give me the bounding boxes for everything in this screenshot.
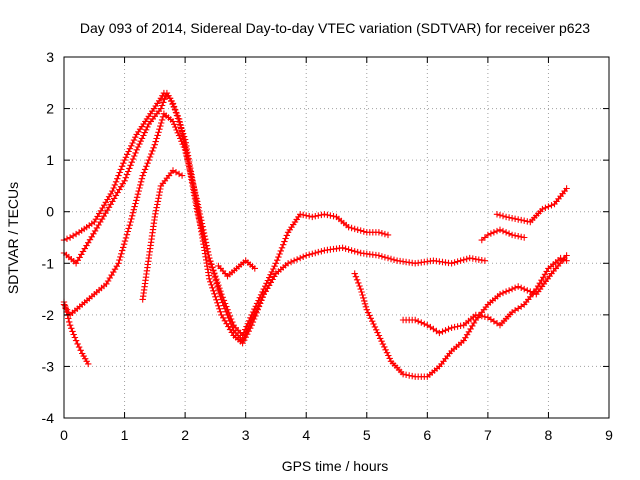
series-track-1 xyxy=(60,89,392,339)
x-tick-label: 1 xyxy=(121,427,129,443)
series-track-6 xyxy=(215,257,258,280)
x-axis-label: GPS time / hours xyxy=(282,458,389,474)
series-trace xyxy=(354,255,568,378)
series-markers xyxy=(493,185,570,226)
series-track-7 xyxy=(351,252,570,380)
x-tick-label: 0 xyxy=(60,427,68,443)
x-tick-label: 8 xyxy=(545,427,553,443)
y-tick-label: -1 xyxy=(42,255,55,271)
y-tick-label: 2 xyxy=(46,101,54,117)
x-tick-label: 2 xyxy=(181,427,189,443)
series-track-3 xyxy=(60,110,489,344)
series-trace xyxy=(63,112,486,342)
y-tick-label: -4 xyxy=(42,410,55,426)
y-tick-label: -2 xyxy=(42,307,55,323)
series-markers xyxy=(60,89,392,339)
y-tick-labels: -4 -3 -2 -1 0 1 2 3 xyxy=(42,49,55,426)
data-series xyxy=(60,89,570,380)
x-tick-label: 9 xyxy=(605,427,613,443)
x-tick-label: 4 xyxy=(302,427,310,443)
series-track-9 xyxy=(478,226,528,244)
series-markers xyxy=(351,252,570,380)
y-tick-label: 3 xyxy=(46,49,54,65)
x-tick-label: 3 xyxy=(242,427,250,443)
series-markers xyxy=(399,254,570,337)
x-tick-labels: 0 1 2 3 4 5 6 7 8 9 xyxy=(60,427,613,443)
x-tick-label: 6 xyxy=(423,427,431,443)
series-markers xyxy=(478,226,528,244)
x-tick-label: 5 xyxy=(363,427,371,443)
chart-title: Day 093 of 2014, Sidereal Day-to-day VTE… xyxy=(80,20,590,36)
y-tick-label: -3 xyxy=(42,358,55,374)
axis-ticks xyxy=(63,56,610,419)
grid-lines xyxy=(64,57,609,418)
y-tick-label: 0 xyxy=(46,204,54,220)
series-trace xyxy=(63,92,389,337)
series-markers xyxy=(60,89,280,347)
plot-frame xyxy=(63,56,610,419)
y-axis-label: SDTVAR / TECUs xyxy=(5,182,21,294)
series-track-10 xyxy=(493,185,570,226)
series-markers xyxy=(139,167,186,303)
y-tick-label: 1 xyxy=(46,152,54,168)
series-markers xyxy=(215,257,258,280)
series-track-8 xyxy=(399,254,570,337)
series-track-4 xyxy=(60,89,280,347)
series-track-5 xyxy=(139,167,186,303)
x-tick-label: 7 xyxy=(484,427,492,443)
